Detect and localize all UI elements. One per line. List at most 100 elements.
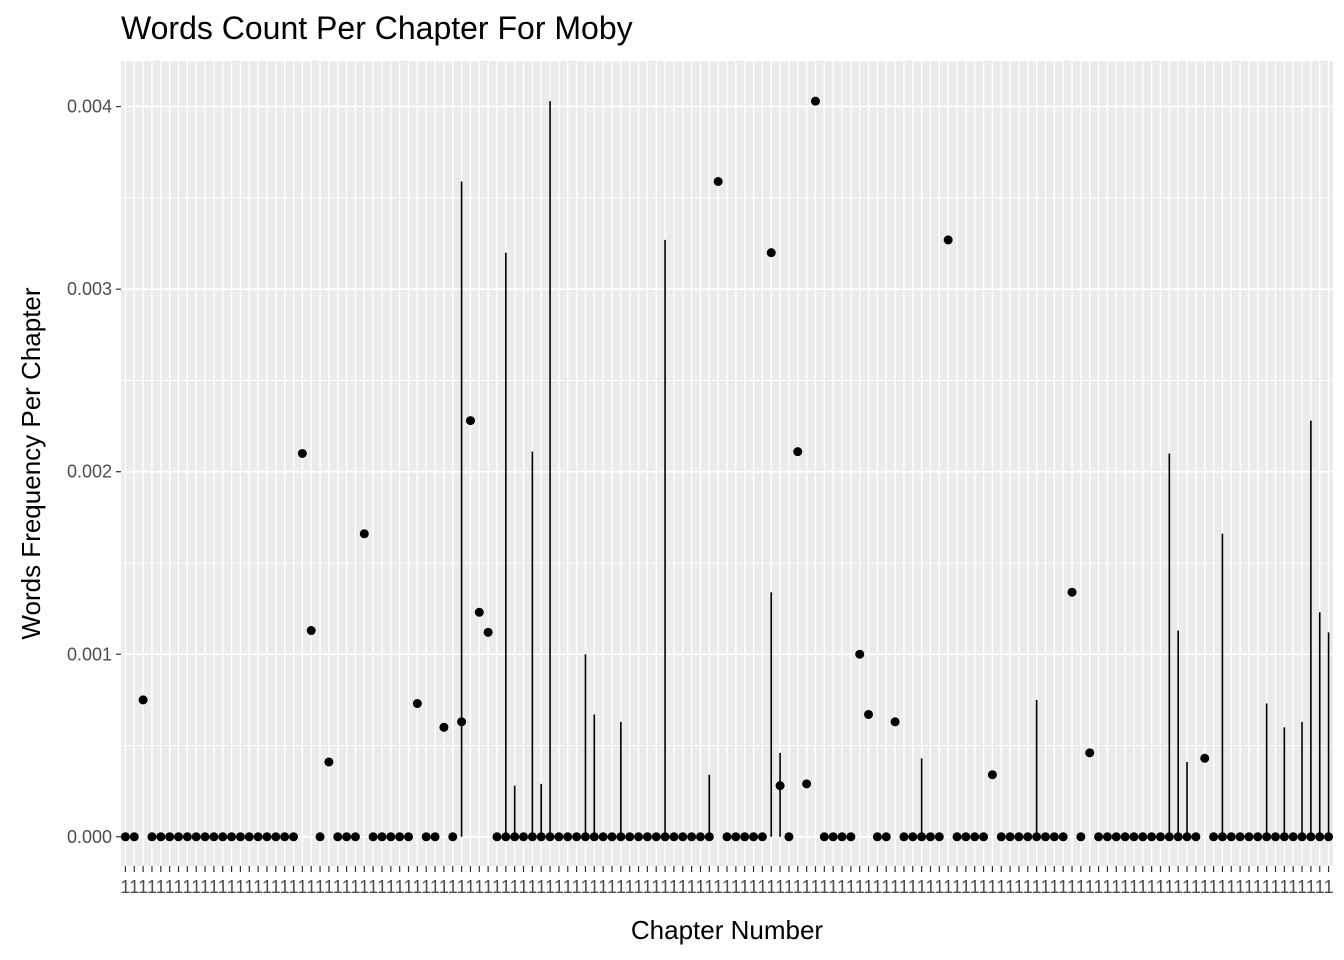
x-tick-label: 1 [1217, 877, 1227, 897]
x-tick-label: 1 [173, 877, 183, 897]
data-point [1270, 832, 1280, 842]
data-point [421, 832, 431, 842]
x-tick-label: 1 [120, 877, 130, 897]
x-tick-label: 1 [297, 877, 307, 897]
data-point [642, 832, 652, 842]
x-tick-label: 1 [678, 877, 688, 897]
x-tick-label: 1 [218, 877, 228, 897]
data-point [1102, 832, 1112, 842]
x-tick-label: 1 [421, 877, 431, 897]
x-tick-label: 1 [359, 877, 369, 897]
x-tick-label: 1 [925, 877, 935, 897]
data-point [580, 832, 590, 842]
x-tick-label: 1 [987, 877, 997, 897]
data-point [439, 722, 449, 732]
x-tick-label: 1 [996, 877, 1006, 897]
y-tick-label: 0.004 [67, 97, 112, 117]
data-point [1253, 832, 1263, 842]
data-point [368, 832, 378, 842]
data-point [1173, 832, 1183, 842]
x-tick-label: 1 [731, 877, 741, 897]
x-tick-label: 1 [1324, 877, 1334, 897]
x-tick-label: 1 [1288, 877, 1298, 897]
data-point [306, 626, 316, 636]
data-point [598, 832, 608, 842]
x-tick-label: 1 [1129, 877, 1139, 897]
data-point [881, 832, 891, 842]
x-tick-label: 1 [908, 877, 918, 897]
x-tick-label: 1 [881, 877, 891, 897]
x-tick-label: 1 [1164, 877, 1174, 897]
data-point [527, 832, 537, 842]
data-point [262, 832, 272, 842]
x-tick-label: 1 [695, 877, 705, 897]
data-point [1005, 832, 1015, 842]
x-tick-label: 1 [430, 877, 440, 897]
data-point [784, 832, 794, 842]
x-tick-label: 1 [412, 877, 422, 897]
data-point [864, 709, 874, 719]
data-point [899, 832, 909, 842]
x-tick-label: 1 [598, 877, 608, 897]
y-axis: 0.000 0.001 0.002 0.003 0.004 [67, 97, 121, 847]
data-point [457, 717, 467, 727]
data-point [545, 832, 555, 842]
x-tick-label: 1 [855, 877, 865, 897]
data-point [129, 832, 139, 842]
x-tick-label: 1 [492, 877, 502, 897]
x-tick-label: 1 [262, 877, 272, 897]
x-tick-label: 1 [1049, 877, 1059, 897]
x-tick-label: 1 [872, 877, 882, 897]
data-point [828, 832, 838, 842]
x-tick-label: 1 [306, 877, 316, 897]
data-point [970, 832, 980, 842]
data-point [793, 447, 803, 457]
x-tick-label: 1 [890, 877, 900, 897]
x-tick-label: 1 [899, 877, 909, 897]
x-tick-label: 1 [129, 877, 139, 897]
data-point [182, 832, 192, 842]
x-tick-label: 1 [970, 877, 980, 897]
data-point [412, 699, 422, 709]
data-point [757, 832, 767, 842]
x-tick-label: 1 [545, 877, 555, 897]
data-point [660, 832, 670, 842]
data-point [1040, 832, 1050, 842]
x-tick-label: 1 [554, 877, 564, 897]
x-tick-label: 1 [1209, 877, 1219, 897]
x-tick-label: 1 [1253, 877, 1263, 897]
data-point [1129, 832, 1139, 842]
x-tick-label: 1 [1226, 877, 1236, 897]
data-point [607, 832, 617, 842]
data-point [1164, 832, 1174, 842]
data-point [616, 832, 626, 842]
x-tick-label: 1 [1155, 877, 1165, 897]
x-tick-label: 1 [1058, 877, 1068, 897]
data-point [430, 832, 440, 842]
chart-title: Words Count Per Chapter For Moby [121, 10, 633, 46]
grid-lines [121, 61, 1333, 866]
x-tick-label: 1 [810, 877, 820, 897]
data-point [200, 832, 210, 842]
data-point [174, 832, 184, 842]
data-point [819, 832, 829, 842]
x-tick-label: 1 [766, 877, 776, 897]
x-tick-label: 1 [917, 877, 927, 897]
x-tick-label: 1 [846, 877, 856, 897]
data-point [1094, 832, 1104, 842]
data-point [386, 832, 396, 842]
x-tick-label: 1 [1005, 877, 1015, 897]
x-tick-label: 1 [377, 877, 387, 897]
x-tick-label: 1 [1014, 877, 1024, 897]
x-tick-label: 1 [501, 877, 511, 897]
data-point [837, 832, 847, 842]
x-tick-label: 1 [1094, 877, 1104, 897]
x-tick-label: 1 [775, 877, 785, 897]
data-point [395, 832, 405, 842]
data-point [1111, 832, 1121, 842]
x-tick-label: 1 [1085, 877, 1095, 897]
x-tick-label: 1 [864, 877, 874, 897]
x-tick-label: 1 [368, 877, 378, 897]
data-point [244, 832, 254, 842]
data-point [1014, 832, 1024, 842]
